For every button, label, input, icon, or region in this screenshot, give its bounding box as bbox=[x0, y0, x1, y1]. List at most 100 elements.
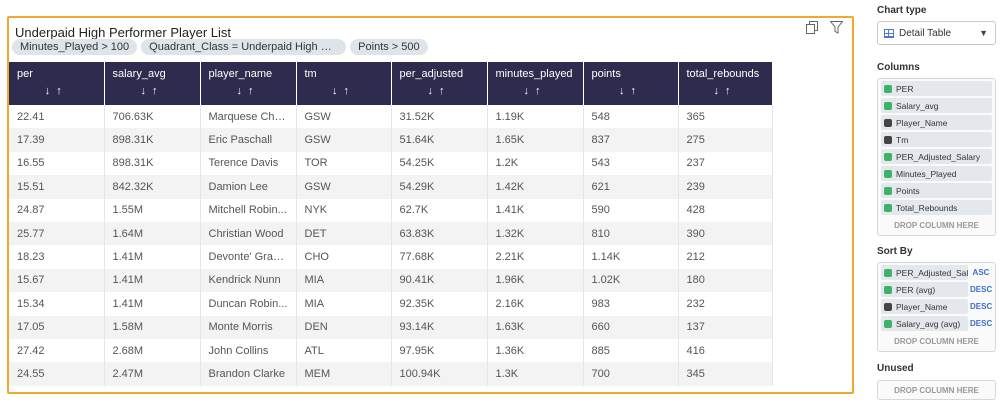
table-row[interactable]: 17.05 1.58M Monte Morris DEN 93.14K 1.63K 660 1… bbox=[9, 315, 773, 339]
sort-arrows-icon[interactable]: ↓↑ bbox=[427, 85, 451, 97]
column-header-minutes-played[interactable]: minutes_played ↓↑ bbox=[487, 62, 584, 105]
filter-chip-quadrant[interactable]: Quadrant_Class = Underpaid High Perf... bbox=[141, 39, 347, 55]
table-cell: 275 bbox=[678, 128, 773, 152]
column-header-salary-avg[interactable]: salary_avg ↓↑ bbox=[104, 62, 201, 105]
table-cell: 898.31K bbox=[104, 128, 201, 152]
table-cell: MIA bbox=[296, 268, 392, 293]
sort-pill[interactable]: Salary_avg (avg) bbox=[881, 316, 968, 331]
table-cell: 390 bbox=[678, 221, 773, 246]
table-row[interactable]: 15.67 1.41M Kendrick Nunn MIA 90.41K 1.96K 1.0… bbox=[9, 268, 773, 293]
column-pill[interactable]: Salary_avg bbox=[881, 98, 992, 113]
sort-arrows-icon[interactable]: ↓↑ bbox=[140, 85, 164, 97]
filter-chip-points[interactable]: Points > 500 bbox=[350, 39, 428, 55]
table-icon bbox=[884, 28, 894, 38]
table-cell: MIA bbox=[296, 292, 392, 316]
table-cell: 22.41 bbox=[9, 105, 105, 129]
chart-type-select[interactable]: Detail Table ▼ bbox=[877, 21, 996, 45]
detail-table: per ↓↑ salary_avg ↓↑ player_name ↓↑ tm ↓↑ per_ad… bbox=[9, 62, 773, 386]
column-pill[interactable]: Points bbox=[881, 183, 992, 198]
sort-direction-toggle[interactable]: DESC bbox=[970, 285, 993, 294]
table-cell: 24.87 bbox=[9, 198, 105, 222]
table-cell: Eric Paschall bbox=[200, 128, 297, 152]
column-pill[interactable]: Player_Name bbox=[881, 115, 992, 130]
table-row[interactable]: 25.77 1.64M Christian Wood DET 63.83K 1.32K 81… bbox=[9, 221, 773, 246]
column-pill[interactable]: Total_Rebounds bbox=[881, 200, 992, 215]
table-row[interactable]: 27.42 2.68M John Collins ATL 97.95K 1.36K 885 4… bbox=[9, 338, 773, 363]
table-cell: Kendrick Nunn bbox=[200, 268, 297, 293]
column-pill-label: Minutes_Played bbox=[896, 168, 957, 179]
table-cell: 180 bbox=[678, 268, 773, 293]
table-cell: 428 bbox=[678, 198, 773, 222]
column-header-label: per_adjusted bbox=[399, 68, 464, 80]
table-row[interactable]: 15.34 1.41M Duncan Robin... MIA 92.35K 2.16K 9… bbox=[9, 292, 773, 316]
sort-arrows-icon[interactable]: ↓↑ bbox=[44, 85, 68, 97]
column-pill-label: Total_Rebounds bbox=[896, 202, 958, 213]
sort-title: Sort By bbox=[877, 246, 913, 257]
sort-pill[interactable]: PER_Adjusted_Salar bbox=[881, 265, 968, 280]
sort-item: Salary_avg (avg) DESC bbox=[881, 316, 992, 331]
sort-arrows-icon[interactable]: ↓↑ bbox=[619, 85, 642, 97]
table-row[interactable]: 16.55 898.31K Terence Davis TOR 54.25K 1.2K 54… bbox=[9, 151, 773, 176]
table-row[interactable]: 15.51 842.32K Damion Lee GSW 54.29K 1.42K 621 2… bbox=[9, 175, 773, 199]
table-cell: 1.41M bbox=[104, 268, 201, 293]
column-header-tm[interactable]: tm ↓↑ bbox=[296, 62, 392, 105]
table-cell: 1.41M bbox=[104, 292, 201, 316]
column-pill[interactable]: Tm bbox=[881, 132, 992, 147]
sort-arrows-icon[interactable]: ↓↑ bbox=[332, 85, 355, 97]
table-cell: 365 bbox=[678, 105, 773, 129]
table-cell: 27.42 bbox=[9, 338, 105, 363]
table-cell: 1.41K bbox=[487, 198, 584, 222]
table-cell: 92.35K bbox=[391, 292, 488, 316]
table-cell: CHO bbox=[296, 245, 392, 269]
table-cell: 25.77 bbox=[9, 221, 105, 246]
sort-item: Player_Name DESC bbox=[881, 299, 992, 314]
table-row[interactable]: 17.39 898.31K Eric Paschall GSW 51.64K 1.65K 8… bbox=[9, 128, 773, 152]
sort-pill-label: Salary_avg (avg) bbox=[896, 318, 961, 329]
filter-icon[interactable] bbox=[829, 21, 844, 35]
table-cell: 885 bbox=[583, 338, 679, 363]
drop-unused-zone[interactable]: DROP COLUMN HERE bbox=[894, 386, 979, 395]
column-pill[interactable]: Minutes_Played bbox=[881, 166, 992, 181]
copy-icon[interactable] bbox=[806, 21, 820, 35]
column-header-per[interactable]: per ↓↑ bbox=[9, 62, 105, 105]
column-pill[interactable]: PER_Adjusted_Salary bbox=[881, 149, 992, 164]
table-cell: 543 bbox=[583, 151, 679, 176]
column-pill[interactable]: PER bbox=[881, 81, 992, 96]
table-cell: 100.94K bbox=[391, 362, 488, 386]
filter-chip-minutes[interactable]: Minutes_Played > 100 bbox=[12, 39, 138, 55]
table-cell: MEM bbox=[296, 362, 392, 386]
table-cell: GSW bbox=[296, 175, 392, 199]
column-header-per-adjusted[interactable]: per_adjusted ↓↑ bbox=[391, 62, 488, 105]
chart-panel[interactable]: Underpaid High Performer Player List Min… bbox=[7, 16, 854, 394]
table-row[interactable]: 24.55 2.47M Brandon Clarke MEM 100.94K 1.3K 70… bbox=[9, 362, 773, 386]
table-cell: 90.41K bbox=[391, 268, 488, 293]
sort-direction-toggle[interactable]: DESC bbox=[970, 319, 993, 328]
column-pill-label: Tm bbox=[896, 134, 909, 145]
text-type-icon bbox=[884, 135, 892, 144]
sort-pill[interactable]: PER (avg) bbox=[881, 282, 968, 297]
sort-arrows-icon[interactable]: ↓↑ bbox=[523, 85, 547, 97]
sort-arrows-icon[interactable]: ↓↑ bbox=[236, 85, 260, 97]
table-cell: Mitchell Robin... bbox=[200, 198, 297, 222]
chevron-down-icon: ▼ bbox=[979, 28, 988, 38]
table-cell: 2.21K bbox=[487, 245, 584, 269]
table-cell: 16.55 bbox=[9, 151, 105, 176]
sort-arrows-icon[interactable]: ↓↑ bbox=[713, 85, 737, 97]
table-cell: 1.96K bbox=[487, 268, 584, 293]
sort-direction-toggle[interactable]: DESC bbox=[970, 302, 993, 311]
table-row[interactable]: 24.87 1.55M Mitchell Robin... NYK 62.7K 1.41K… bbox=[9, 198, 773, 222]
table-row[interactable]: 18.23 1.41M Devonte' Grah... CHO 77.68K 2.21K… bbox=[9, 245, 773, 269]
sort-pill[interactable]: Player_Name bbox=[881, 299, 968, 314]
column-header-points[interactable]: points ↓↑ bbox=[583, 62, 679, 105]
column-header-label: player_name bbox=[208, 68, 273, 80]
table-cell: 621 bbox=[583, 175, 679, 199]
sort-box: PER_Adjusted_Salar ASC PER (avg) DESC Player… bbox=[877, 262, 996, 352]
table-row[interactable]: 22.41 706.63K Marquese Chriss GSW 31.52K 1.19… bbox=[9, 105, 773, 129]
drop-sort-zone[interactable]: DROP COLUMN HERE bbox=[894, 337, 979, 346]
sort-direction-toggle[interactable]: ASC bbox=[972, 268, 990, 277]
drop-column-zone[interactable]: DROP COLUMN HERE bbox=[894, 221, 979, 230]
table-cell: 1.41M bbox=[104, 245, 201, 269]
column-header-player-name[interactable]: player_name ↓↑ bbox=[200, 62, 297, 105]
table-cell: Christian Wood bbox=[200, 221, 297, 246]
column-header-total-rebounds[interactable]: total_rebounds ↓↑ bbox=[678, 62, 773, 105]
